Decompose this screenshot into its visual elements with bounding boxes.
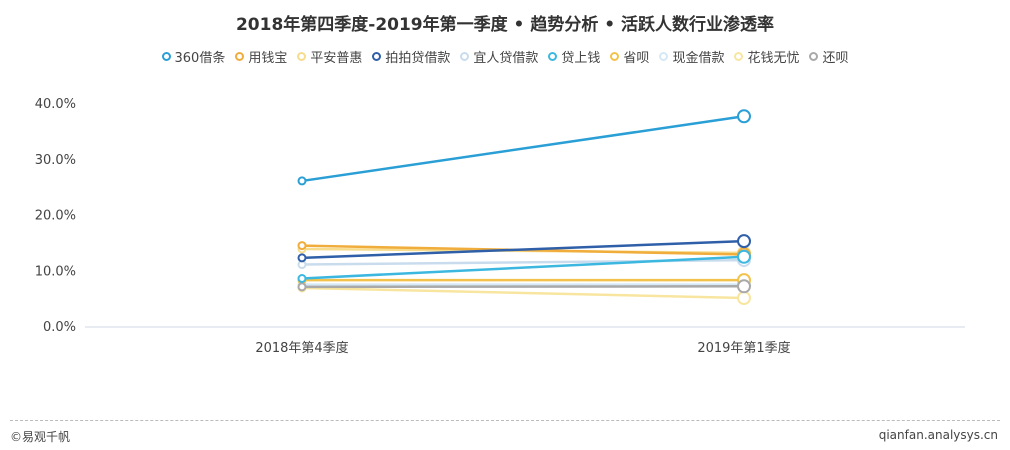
legend-label: 还呗 xyxy=(822,51,849,66)
data-point xyxy=(297,282,307,292)
series-10 xyxy=(297,279,751,294)
legend-marker-icon xyxy=(235,52,245,61)
data-point xyxy=(737,291,751,306)
series-1 xyxy=(297,109,751,186)
legend-item[interactable]: 拍拍贷借款 xyxy=(372,47,450,66)
legend-label: 拍拍贷借款 xyxy=(385,51,451,66)
legend-item[interactable]: 省呗 xyxy=(610,47,649,66)
data-point xyxy=(297,253,307,263)
x-tick-label: 2018年第4季度 xyxy=(255,340,348,356)
legend-label: 用钱宝 xyxy=(248,51,288,66)
legend-marker-icon xyxy=(809,52,819,61)
data-point xyxy=(737,279,751,294)
y-tick-label: 0.0% xyxy=(43,320,76,335)
legend-item[interactable]: 贷上钱 xyxy=(548,47,600,66)
legend-label: 花钱无忧 xyxy=(747,51,800,66)
data-point xyxy=(737,249,751,264)
line-chart: 40.0% 30.0% 20.0% 10.0% 0.0% 2018年第4季度 2019年第1… xyxy=(35,97,965,356)
data-point xyxy=(737,234,751,249)
series-line xyxy=(301,255,745,280)
x-tick-label: 2019年第1季度 xyxy=(697,340,790,356)
legend: 360借条 用钱宝 平安普惠 拍拍贷借款 宜人贷借款 贷上钱 省呗 现金借款 花钱无忧 还呗 xyxy=(0,47,1010,66)
legend-label: 宜人贷借款 xyxy=(473,51,539,66)
legend-item[interactable]: 平安普惠 xyxy=(297,47,362,66)
series-line xyxy=(301,115,745,183)
legend-item[interactable]: 用钱宝 xyxy=(235,47,287,66)
series-line xyxy=(301,286,745,300)
legend-marker-icon xyxy=(610,52,620,61)
source-label: ©易观千帆 xyxy=(10,430,71,444)
legend-item[interactable]: 宜人贷借款 xyxy=(460,47,538,66)
legend-label: 现金借款 xyxy=(672,51,725,66)
y-tick-label: 30.0% xyxy=(35,153,76,168)
legend-item[interactable]: 还呗 xyxy=(809,47,848,66)
series-line xyxy=(301,285,745,289)
site-label: qianfan.analysys.cn xyxy=(878,428,998,442)
legend-label: 省呗 xyxy=(623,51,650,66)
legend-label: 360借条 xyxy=(174,51,226,66)
series-line xyxy=(301,239,745,260)
legend-marker-icon xyxy=(297,52,307,61)
data-point xyxy=(297,176,307,186)
legend-marker-icon xyxy=(734,52,744,61)
legend-label: 贷上钱 xyxy=(561,51,601,66)
y-tick-label: 20.0% xyxy=(35,209,76,224)
data-point xyxy=(737,109,751,124)
series-6 xyxy=(297,249,751,283)
legend-marker-icon xyxy=(372,52,382,61)
data-point xyxy=(297,241,307,251)
legend-label: 平安普惠 xyxy=(310,51,363,66)
y-tick-label: 40.0% xyxy=(35,97,76,112)
legend-item[interactable]: 360借条 xyxy=(161,47,226,66)
legend-marker-icon xyxy=(659,52,669,61)
footer-divider xyxy=(10,420,1000,421)
data-point xyxy=(297,273,307,283)
legend-marker-icon xyxy=(161,52,171,61)
legend-item[interactable]: 花钱无忧 xyxy=(734,47,799,66)
y-tick-label: 10.0% xyxy=(35,264,76,279)
chart-title: 2018年第四季度-2019年第一季度 • 趋势分析 • 活跃人数行业渗透率 xyxy=(235,15,775,35)
legend-marker-icon xyxy=(548,52,558,61)
legend-item[interactable]: 现金借款 xyxy=(659,47,724,66)
series-4 xyxy=(297,234,751,263)
legend-marker-icon xyxy=(460,52,470,61)
